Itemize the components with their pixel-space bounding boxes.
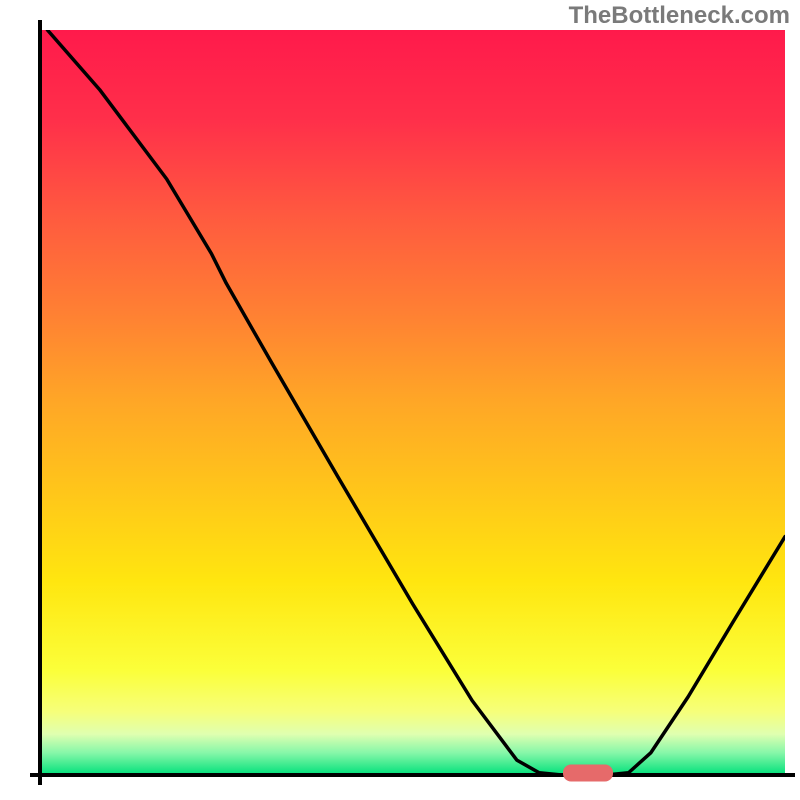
watermark-text: TheBottleneck.com — [569, 2, 790, 30]
curve-line — [40, 30, 785, 775]
chart-container: TheBottleneck.com — [0, 0, 800, 800]
plot-area — [40, 30, 785, 775]
optimal-marker — [563, 764, 613, 781]
curve-path — [47, 30, 785, 775]
